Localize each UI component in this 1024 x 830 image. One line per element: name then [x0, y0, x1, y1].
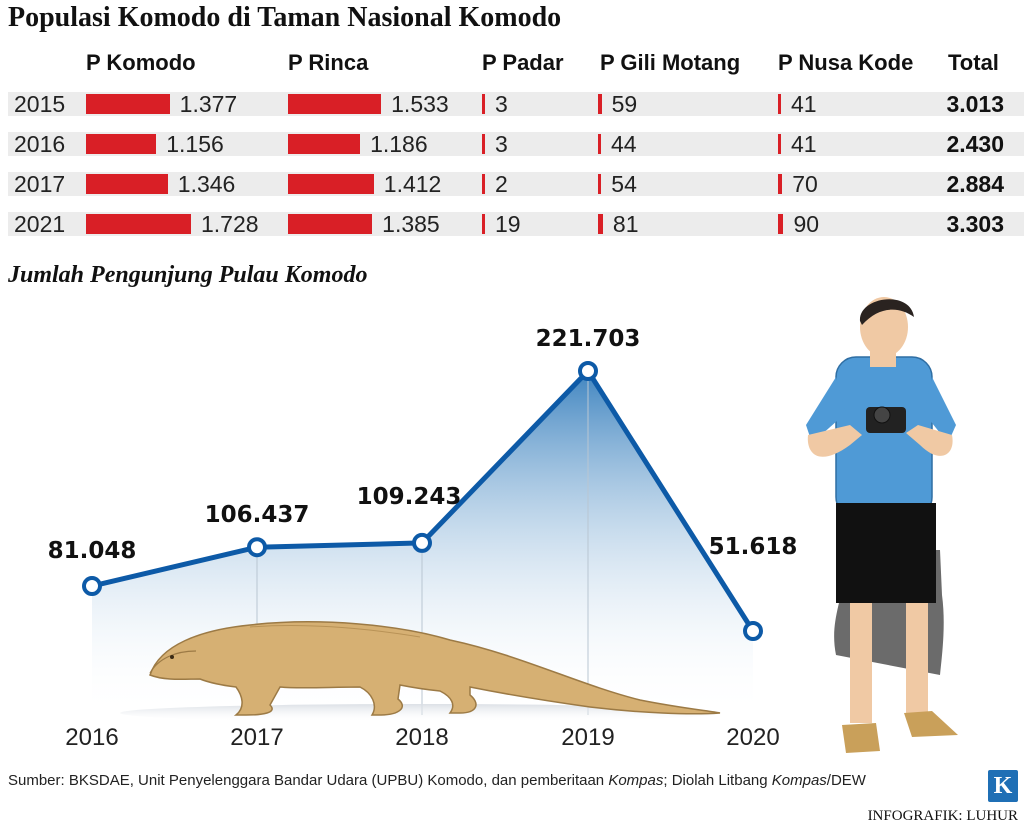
x-tick-label-2016: 2016 [65, 724, 118, 751]
population-bar [778, 174, 783, 194]
column-header-p-rinca: P Rinca [288, 50, 369, 75]
row-total: 3.013 [946, 91, 1004, 117]
population-bar [288, 94, 382, 114]
table-row [8, 132, 1024, 156]
row-total: 3.303 [946, 211, 1004, 237]
data-label-2019: 221.703 [536, 326, 641, 352]
population-bar [778, 134, 781, 154]
population-value: 41 [791, 91, 817, 117]
population-bar [482, 94, 485, 114]
population-value: 1.533 [391, 91, 449, 117]
population-value: 1.156 [166, 131, 224, 157]
row-year: 2017 [14, 171, 66, 197]
kompas-logo: K [988, 770, 1018, 802]
column-header-total: Total [948, 50, 999, 75]
population-bar [598, 174, 602, 194]
column-header-p-gili-motang: P Gili Motang [600, 50, 741, 75]
x-tick-label-2017: 2017 [230, 724, 283, 751]
population-bar [598, 94, 602, 114]
data-point-2016 [82, 576, 102, 597]
population-bar [598, 134, 601, 154]
population-bar [778, 214, 784, 234]
population-value: 54 [611, 171, 637, 197]
population-value: 3 [495, 91, 508, 117]
data-point-2020 [743, 621, 763, 641]
population-bar [778, 94, 781, 114]
row-year: 2015 [14, 91, 66, 117]
population-value: 1.377 [179, 91, 238, 117]
source-kompas-1: Kompas [608, 772, 664, 789]
x-tick-label-2019: 2019 [561, 724, 614, 751]
column-header-p-komodo: P Komodo [86, 50, 196, 75]
population-bar [288, 214, 373, 234]
source-mid: ; Diolah Litbang [663, 772, 772, 789]
row-year: 2016 [14, 131, 66, 157]
x-tick-label-2018: 2018 [395, 724, 448, 751]
population-bar [482, 214, 485, 234]
population-value: 70 [792, 171, 818, 197]
population-value: 19 [495, 211, 521, 237]
row-total: 2.884 [946, 171, 1004, 197]
population-bar [86, 214, 191, 234]
population-value: 44 [611, 131, 637, 157]
population-bar [482, 134, 485, 154]
population-value: 1.186 [370, 131, 428, 157]
row-year: 2021 [14, 211, 66, 237]
table-row [8, 172, 1024, 196]
population-bar [86, 94, 170, 114]
source-kompas-2: Kompas [771, 772, 827, 789]
population-value: 41 [791, 131, 817, 157]
page-title: Populasi Komodo di Taman Nasional Komodo [8, 2, 562, 33]
population-value: 2 [495, 171, 508, 197]
infographic-credit: INFOGRAFIK: LUHUR [867, 808, 1018, 824]
x-tick-label-2020: 2020 [726, 724, 779, 751]
tourist-illustration [806, 297, 958, 753]
komodo-illustration [120, 621, 721, 722]
population-bar [86, 134, 157, 154]
data-point-2017 [247, 537, 267, 558]
data-label-2020: 51.618 [709, 534, 798, 560]
row-total: 2.430 [946, 131, 1004, 157]
source-note: Sumber: BKSDAE, Unit Penyelenggara Banda… [8, 772, 866, 789]
population-value: 1.346 [177, 171, 236, 197]
population-value: 81 [612, 211, 639, 237]
population-value: 90 [793, 211, 820, 237]
population-bar [86, 174, 168, 194]
population-bar [288, 174, 374, 194]
population-value: 1.728 [201, 211, 259, 237]
data-label-2016: 81.048 [48, 538, 137, 564]
population-bar [288, 134, 361, 154]
source-prefix: Sumber: BKSDAE, Unit Penyelenggara Banda… [8, 772, 609, 789]
table-row [8, 92, 1024, 116]
population-value: 59 [611, 91, 638, 117]
data-label-2017: 106.437 [205, 502, 310, 528]
source-suffix: /DEW [826, 772, 866, 789]
data-point-2018 [412, 532, 432, 553]
column-header-p-nusa-kode: P Nusa Kode [778, 50, 914, 75]
chart-subtitle: Jumlah Pengunjung Pulau Komodo [8, 262, 368, 288]
population-bar [598, 214, 603, 234]
population-bar [482, 174, 485, 194]
column-header-p-padar: P Padar [482, 50, 564, 75]
visitor-line-chart: 81.048 106.437 109.243 221.703 51.618 2016 20… [48, 297, 958, 753]
population-value: 3 [495, 131, 508, 157]
data-label-2018: 109.243 [357, 484, 462, 510]
population-value: 1.385 [382, 211, 440, 237]
data-point-2019 [578, 361, 598, 381]
population-value: 1.412 [383, 171, 442, 197]
